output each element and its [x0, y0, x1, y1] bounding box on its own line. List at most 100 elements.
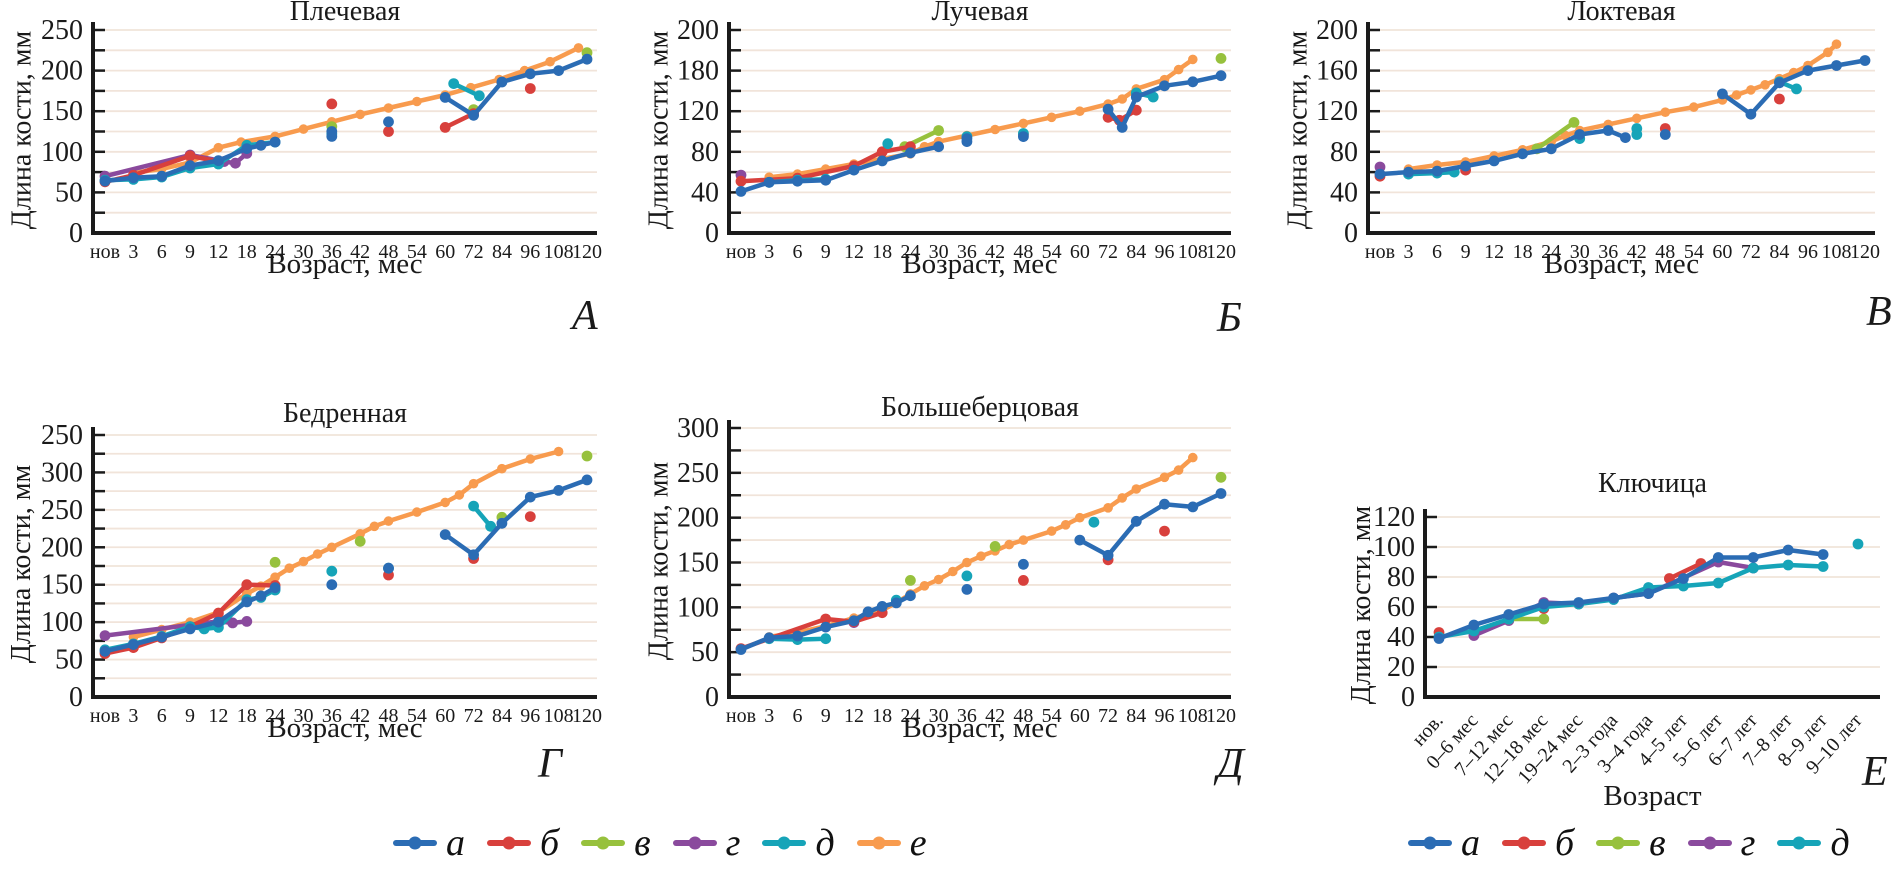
- series-е-line: [1406, 41, 1839, 172]
- y-tick-label: 50: [55, 177, 83, 208]
- legend-item-в: в: [581, 824, 651, 862]
- legend-right: а б в г д: [1408, 824, 1850, 862]
- x-tick-label: 9: [821, 705, 831, 727]
- x-tick-label: 96: [520, 241, 540, 263]
- series-е-point: [1760, 80, 1770, 90]
- x-tick-label: 36: [322, 705, 342, 727]
- series-б-line: [1667, 561, 1704, 581]
- series-е-point: [312, 549, 323, 559]
- series-а-point: [1215, 488, 1227, 499]
- x-tick-label: 18: [237, 241, 257, 263]
- series-а-point: [1018, 131, 1029, 143]
- legend-marker-icon: [1777, 836, 1822, 850]
- series-а-point: [439, 529, 451, 540]
- x-tick-label: 6: [157, 241, 167, 263]
- legend-dot: [688, 836, 702, 850]
- y-tick-label: 300: [677, 413, 719, 444]
- y-tick-label: 0: [705, 682, 719, 713]
- chart-title: Локтевая: [1567, 0, 1676, 27]
- series-е-point: [213, 142, 224, 153]
- series-а-point: [439, 92, 451, 103]
- series-а-point: [184, 160, 196, 172]
- series-а-point: [905, 147, 916, 159]
- series-а-point: [127, 639, 139, 650]
- chart-title: Лучевая: [931, 0, 1029, 27]
- series-е-point: [545, 56, 555, 67]
- series-д-point: [1712, 577, 1724, 589]
- y-tick-label: 300: [41, 457, 83, 488]
- x-tick-label: 72: [1098, 241, 1118, 263]
- series-а-point: [241, 143, 253, 155]
- x-tick-label: 60: [1070, 705, 1090, 727]
- legend-label: г: [1740, 822, 1756, 864]
- y-tick-label: 150: [41, 570, 83, 601]
- x-tick-label: 42: [985, 241, 1005, 263]
- series-е-line: [131, 449, 561, 640]
- series-а-point: [1018, 558, 1029, 570]
- x-tick-label: нов: [726, 241, 756, 263]
- legend-label: д: [815, 822, 835, 864]
- legend-dot: [408, 836, 422, 850]
- x-axis-label: Возраст, мес: [1543, 248, 1700, 280]
- x-tick-label: 18: [237, 705, 257, 727]
- series-е-line: [766, 455, 1196, 640]
- series-в-point: [354, 535, 366, 547]
- y-tick-label: 120: [1373, 502, 1415, 533]
- series-а-point: [326, 579, 338, 591]
- x-tick-label: 24: [900, 241, 920, 263]
- series-е-point: [1660, 107, 1671, 117]
- series-д-point: [448, 78, 460, 89]
- x-tick-label: 72: [464, 705, 484, 727]
- series-б-point: [876, 146, 888, 158]
- series-а-point: [763, 632, 775, 644]
- series-а-point: [496, 76, 508, 88]
- series-а-point: [1468, 619, 1480, 631]
- chart-clavicle: Ключица Длина кости, мм 120 100 80 60 40 20 0 нов…: [1262, 428, 1901, 873]
- series-е-point: [919, 581, 930, 591]
- y-tick-label: 200: [41, 532, 83, 563]
- series-е-point: [1018, 535, 1029, 545]
- series-е-point: [1823, 47, 1833, 58]
- series-б-point: [439, 122, 451, 133]
- legend-item-в: в: [1596, 824, 1666, 862]
- x-tick-label: 84: [1126, 705, 1146, 727]
- series-е-point: [1060, 520, 1071, 530]
- y-tick-label: 200: [677, 503, 719, 534]
- series-а-point: [1102, 549, 1114, 561]
- series-д-point: [485, 520, 496, 532]
- y-tick-label: 0: [1344, 218, 1358, 249]
- series-а-point: [876, 155, 888, 167]
- series-е-point: [948, 566, 958, 577]
- y-tick-label: 200: [41, 56, 83, 87]
- series-е-point: [440, 497, 451, 508]
- x-tick-label: 48: [379, 241, 399, 263]
- y-tick-label: 160: [1316, 56, 1358, 87]
- series-б-point: [326, 98, 338, 110]
- x-tick-label: 60: [435, 241, 455, 263]
- series-а-point: [1802, 65, 1814, 76]
- series-е-point: [1159, 472, 1170, 483]
- series-а-point: [848, 164, 860, 176]
- x-tick-label: 48: [1655, 241, 1675, 263]
- series-д-point: [1817, 561, 1829, 572]
- series-а-point: [933, 141, 944, 153]
- x-tick-label: 6: [157, 705, 167, 727]
- series-а-point: [1431, 165, 1443, 177]
- x-tick-label: 60: [1070, 241, 1090, 263]
- series-е-point: [976, 551, 986, 561]
- series-в-point: [1538, 613, 1550, 625]
- series-а-point: [213, 155, 224, 167]
- series-в-line: [1534, 120, 1577, 152]
- series-а-point: [1782, 544, 1794, 556]
- series-е-point: [1117, 493, 1127, 503]
- series-а-point: [1747, 552, 1759, 563]
- x-tick-label: 42: [1627, 241, 1647, 263]
- y-tick-label: 100: [1373, 532, 1415, 563]
- series-а-point: [553, 485, 564, 496]
- x-tick-label: 96: [520, 705, 540, 727]
- series-д-point: [961, 570, 973, 582]
- series-а-point: [792, 175, 803, 187]
- x-tick-label: 3: [764, 705, 774, 727]
- series-д-point: [1147, 91, 1159, 103]
